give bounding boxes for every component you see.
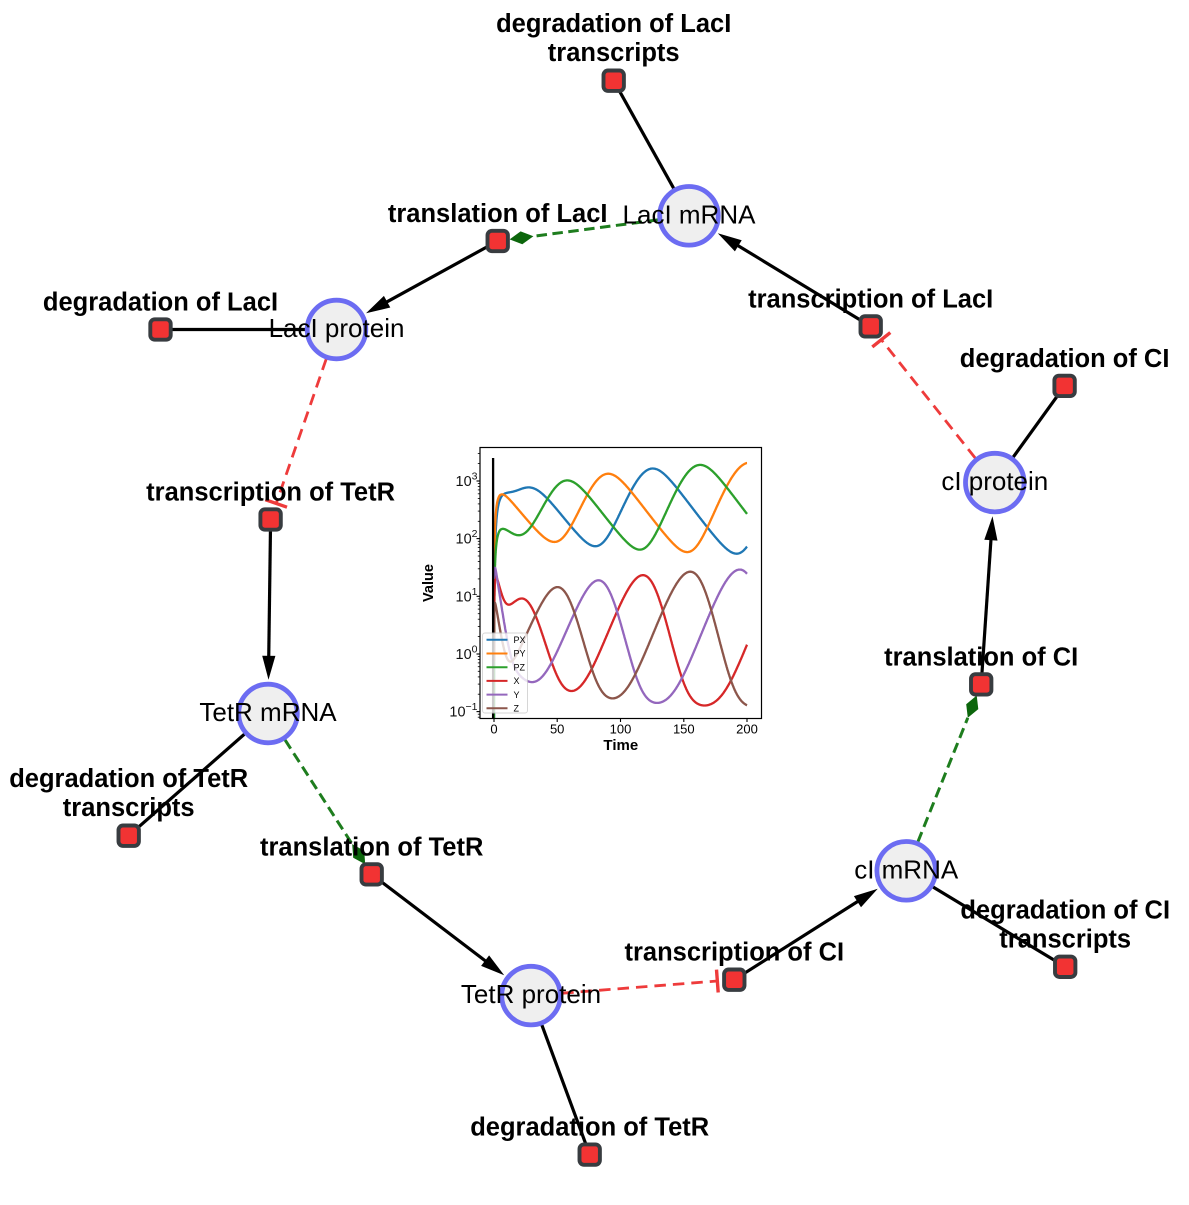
- svg-text:degradation of CI: degradation of CI: [960, 896, 1170, 924]
- svg-text:transcription of TetR: transcription of TetR: [146, 479, 395, 507]
- svg-text:degradation of CI: degradation of CI: [960, 345, 1170, 373]
- svg-text:Value: Value: [421, 564, 437, 602]
- svg-text:translation of LacI: translation of LacI: [388, 200, 608, 228]
- svg-text:transcription of LacI: transcription of LacI: [748, 285, 993, 313]
- svg-text:LacI protein: LacI protein: [269, 313, 405, 343]
- svg-text:50: 50: [550, 722, 564, 737]
- svg-text:Z: Z: [514, 704, 520, 714]
- svg-text:100: 100: [610, 722, 632, 737]
- svg-text:transcripts: transcripts: [63, 794, 195, 822]
- svg-text:PY: PY: [514, 649, 526, 659]
- svg-text:Time: Time: [603, 737, 638, 754]
- svg-text:X: X: [514, 676, 520, 686]
- svg-text:TetR mRNA: TetR mRNA: [199, 697, 337, 727]
- svg-text:translation of CI: translation of CI: [884, 643, 1078, 671]
- svg-text:LacI mRNA: LacI mRNA: [623, 199, 757, 229]
- svg-text:transcripts: transcripts: [999, 925, 1131, 953]
- svg-text:degradation of TetR: degradation of TetR: [470, 1114, 709, 1142]
- svg-text:transcripts: transcripts: [548, 39, 680, 67]
- svg-text:200: 200: [736, 722, 758, 737]
- svg-text:TetR protein: TetR protein: [461, 979, 601, 1009]
- svg-text:transcription of CI: transcription of CI: [625, 939, 845, 967]
- svg-text:cI mRNA: cI mRNA: [854, 854, 959, 884]
- svg-text:translation of TetR: translation of TetR: [260, 833, 483, 861]
- svg-text:150: 150: [673, 722, 695, 737]
- svg-text:cI protein: cI protein: [941, 466, 1048, 496]
- svg-text:PX: PX: [514, 635, 526, 645]
- svg-text:degradation of LacI: degradation of LacI: [496, 10, 731, 38]
- svg-text:PZ: PZ: [514, 662, 526, 672]
- svg-text:Y: Y: [514, 690, 520, 700]
- svg-text:degradation of LacI: degradation of LacI: [43, 289, 278, 317]
- svg-text:0: 0: [490, 722, 497, 737]
- svg-text:degradation of TetR: degradation of TetR: [9, 765, 248, 793]
